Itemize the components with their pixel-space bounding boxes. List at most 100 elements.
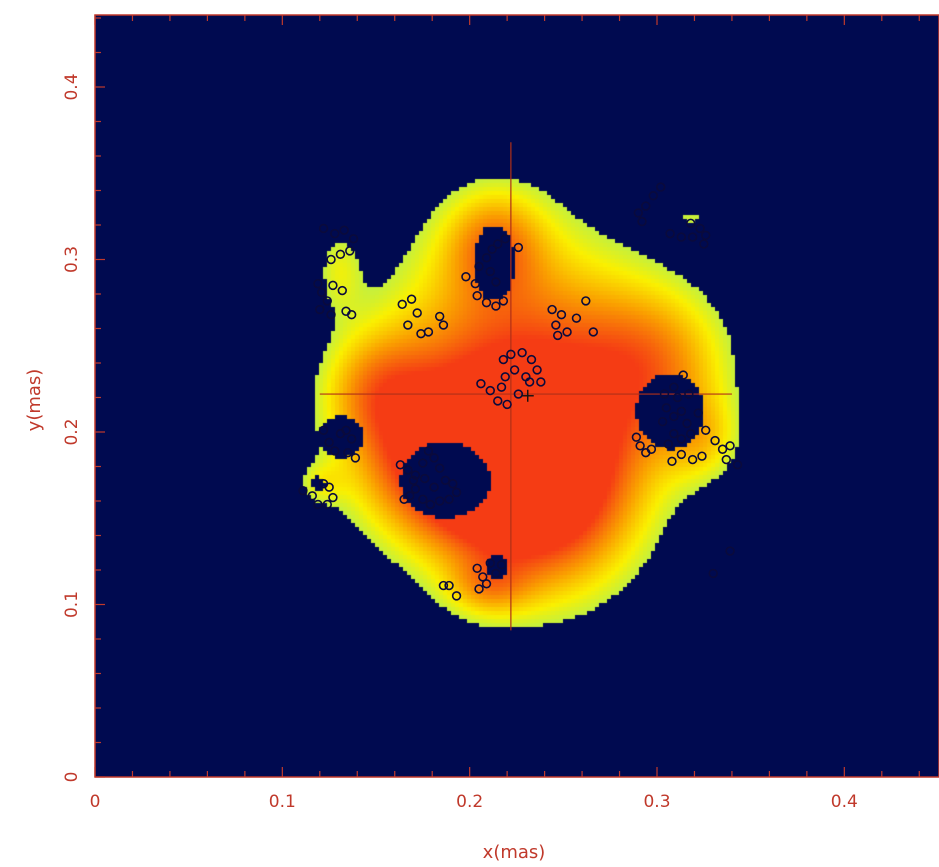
source-point [493,396,503,406]
source-point [345,246,355,256]
source-point [669,411,679,422]
source-point [343,448,353,458]
source-point [665,228,675,239]
source-point [721,454,732,465]
source-point [330,446,340,456]
source-point [485,558,495,568]
source-point [429,453,439,463]
source-point [687,232,698,242]
source-point [434,463,445,473]
source-point [395,460,406,470]
source-point [472,291,482,301]
source-point [444,494,454,504]
source-point [717,444,728,454]
source-point [687,454,698,465]
source-point [646,444,657,454]
source-point [313,499,323,510]
source-point [701,425,711,435]
source-point [339,225,349,235]
y-tick-label: 0 [62,772,82,783]
y-axis-label: y(mas) [24,369,45,432]
source-point [513,242,524,253]
source-point [526,354,537,365]
source-point [346,310,357,320]
source-point [551,320,561,330]
source-point [536,377,546,387]
source-point [470,278,480,289]
source-point [588,327,599,337]
source-point [657,416,668,427]
source-point [337,285,347,296]
source-point [676,434,687,444]
source-point [695,223,705,234]
source-point [476,379,486,389]
x-tick-label: 0.2 [456,792,483,812]
source-point [524,377,535,387]
source-point [328,280,338,291]
source-point [324,482,334,492]
source-point [481,579,492,589]
y-tick-label: 0.2 [62,418,82,445]
source-point [684,389,694,399]
source-point [485,266,495,277]
source-point [472,563,482,573]
source-point [491,301,501,311]
source-point [491,568,501,579]
source-point [408,475,419,485]
source-point [509,365,520,375]
source-point [547,304,557,315]
source-point [708,568,718,579]
source-point [553,330,563,341]
crosshair [319,142,732,631]
source-point [328,492,338,503]
source-point [571,313,582,323]
source-point [732,460,743,470]
source-point [701,230,711,241]
source-point [667,456,677,467]
source-point [686,429,696,439]
source-point [418,494,428,504]
source-point [500,234,510,244]
source-point [506,349,516,360]
source-point [637,216,647,227]
y-tick-label: 0.4 [62,73,82,100]
source-point [493,239,503,249]
source-point [487,244,497,254]
source-point [451,591,462,601]
source-point [635,441,645,451]
source-point [581,296,591,306]
source-point [318,223,329,234]
y-tick-label: 0.3 [62,246,82,273]
source-point [451,487,462,498]
source-point [425,499,436,510]
source-point [350,453,361,463]
source-point [403,465,413,475]
source-point [326,310,336,320]
source-point [633,208,643,218]
source-point [631,432,642,442]
x-tick-label: 0.4 [831,792,858,812]
source-point [448,479,458,489]
source-point [699,239,709,249]
x-tick-label: 0.3 [643,792,670,812]
source-point [420,473,430,484]
source-point [491,277,501,287]
source-point [307,491,318,501]
source-point [322,499,332,510]
source-point [316,287,327,297]
source-point [496,560,507,570]
source-point [399,494,409,504]
center-marker [521,389,534,402]
source-point [562,327,572,337]
x-axis-label: x(mas) [483,842,546,863]
source-point [478,572,488,582]
source-point [532,365,542,375]
source-point [298,485,308,496]
source-point [661,403,672,413]
source-point [330,228,340,239]
source-point [418,458,428,468]
source-point [412,308,422,318]
source-point [346,434,357,444]
source-point [403,320,413,330]
